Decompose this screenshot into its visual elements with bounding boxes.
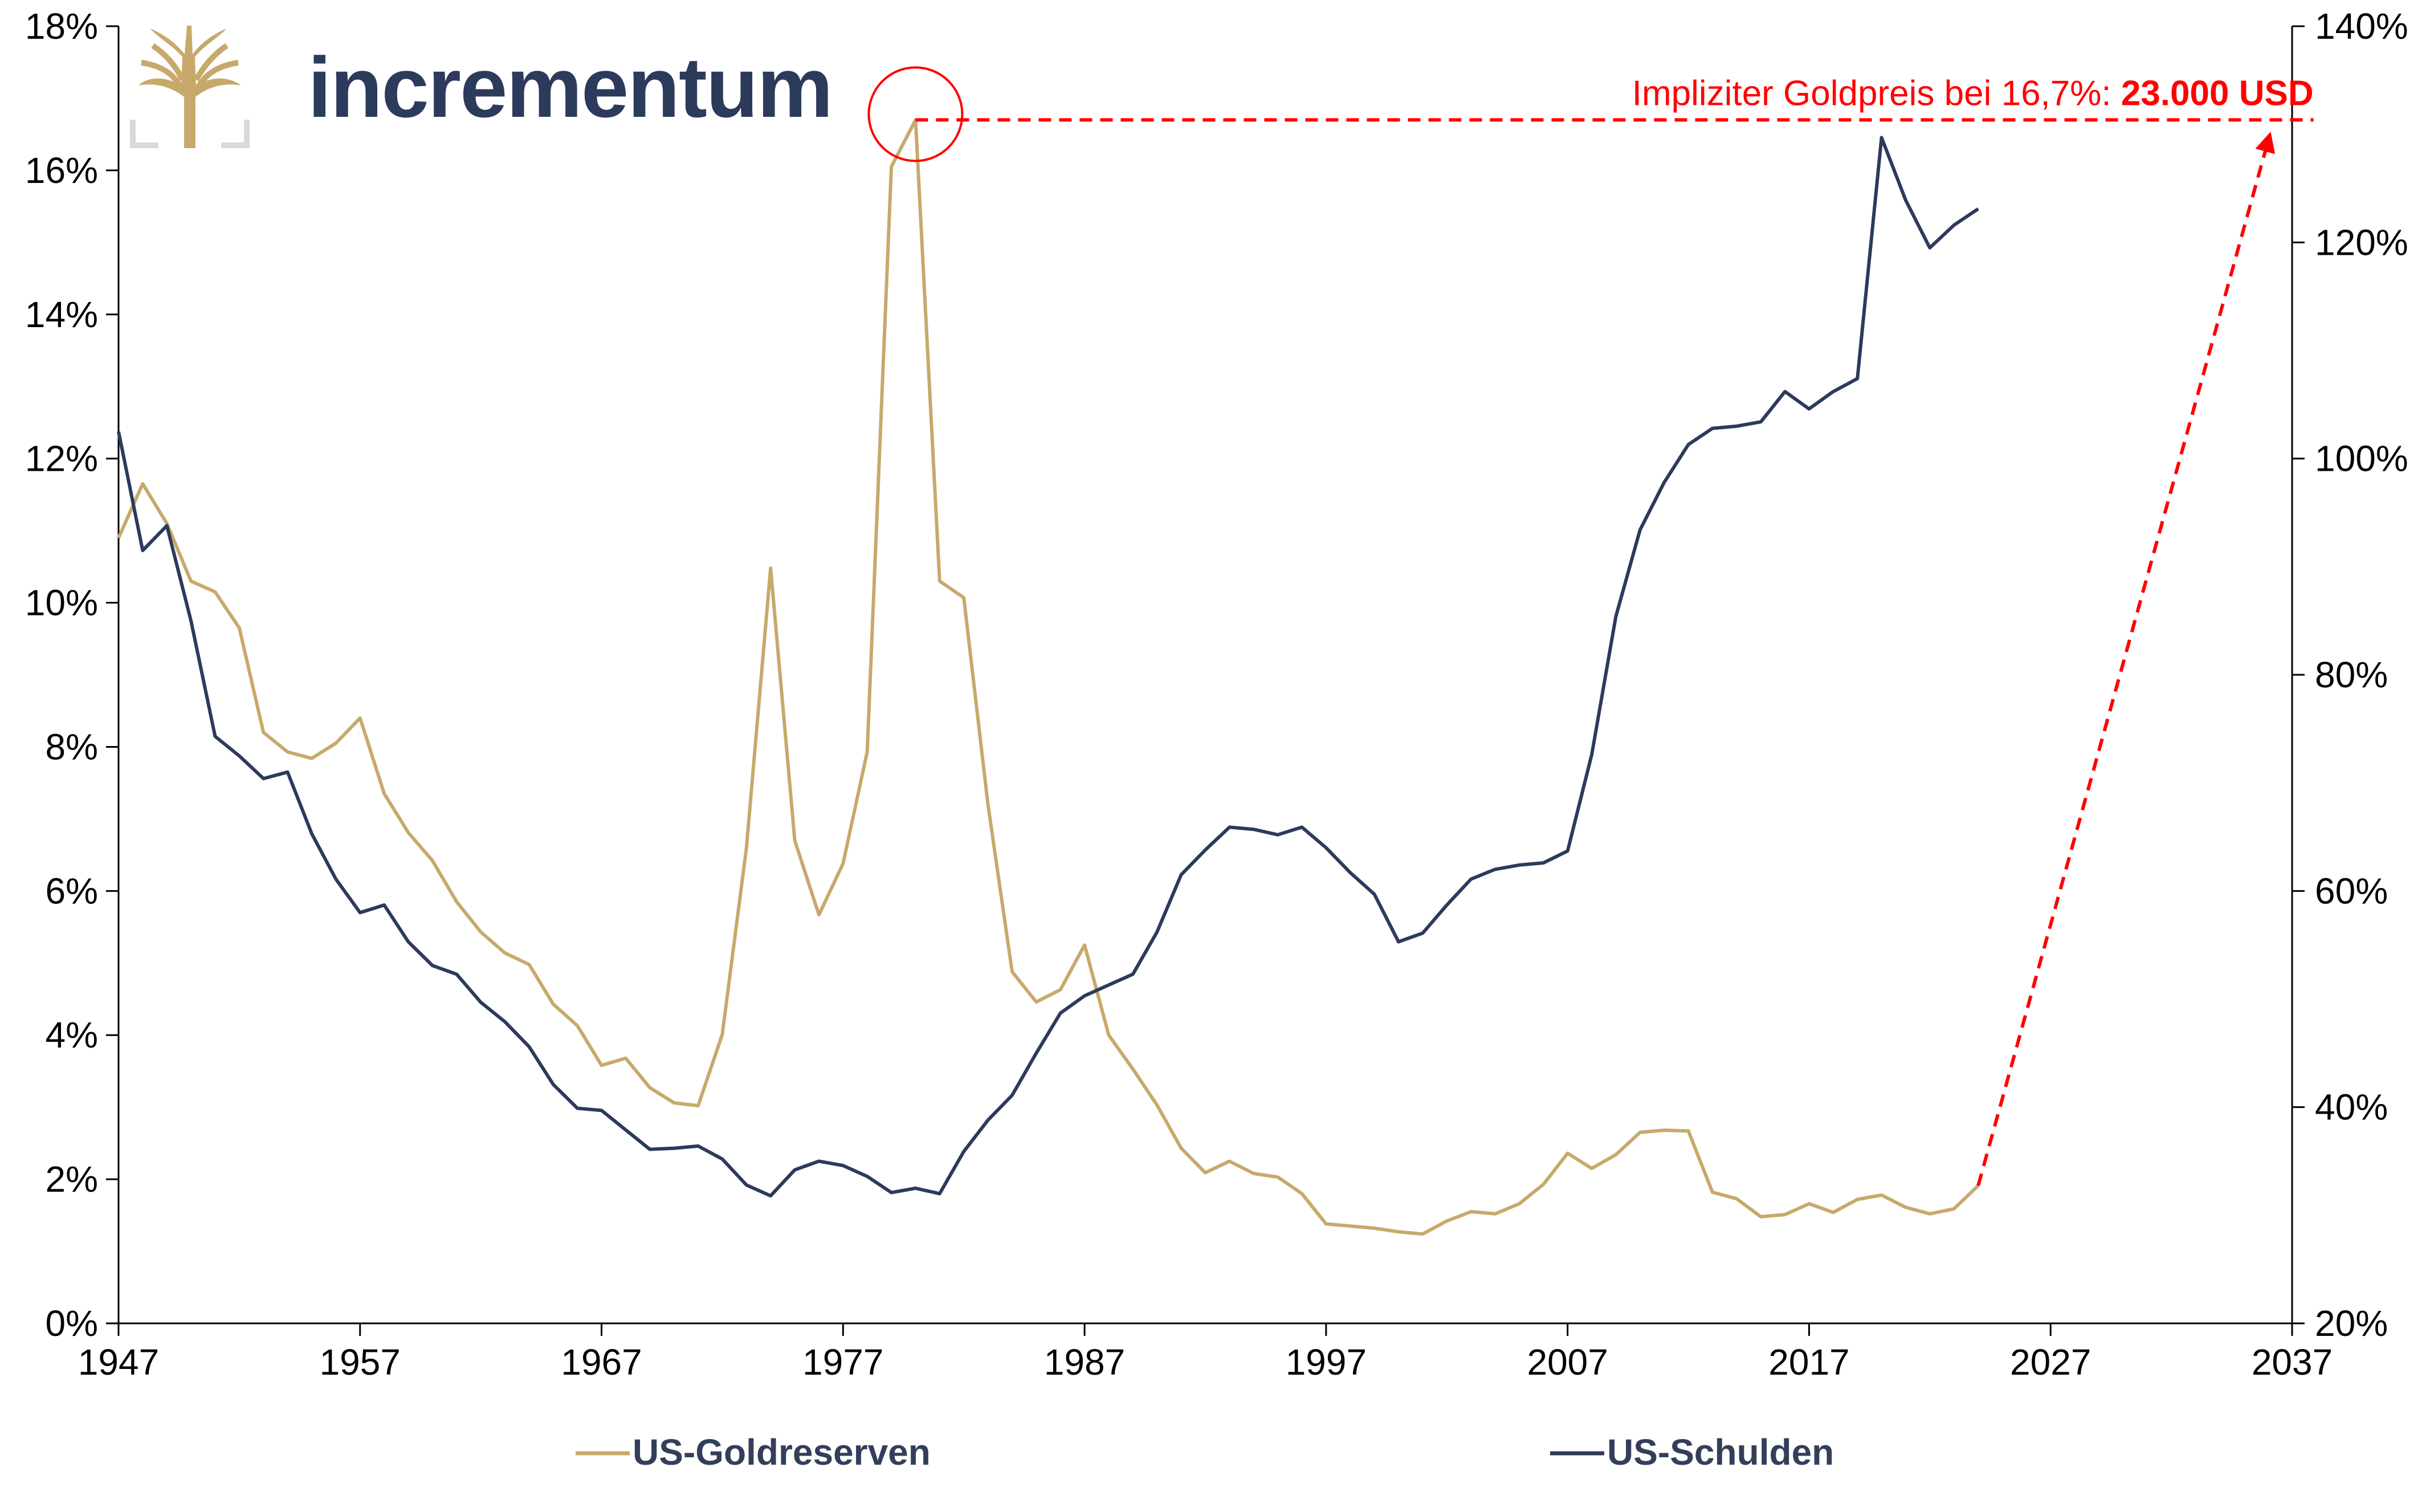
- y-left-tick-label: 2%: [46, 1159, 99, 1200]
- data-point: [794, 1169, 796, 1171]
- y-left-tick-label: 18%: [25, 6, 98, 47]
- data-point: [746, 847, 747, 848]
- data-point: [263, 732, 264, 733]
- data-point: [1664, 482, 1665, 483]
- data-point: [1374, 1228, 1375, 1229]
- x-tick-label: 1987: [1044, 1342, 1125, 1383]
- x-tick-label: 2007: [1527, 1342, 1608, 1383]
- legend: US-Goldreserven US-Schulden: [576, 1432, 1834, 1473]
- brand-name: incrementum: [308, 39, 832, 135]
- data-point: [1253, 829, 1254, 830]
- y-left-tick-label: 4%: [46, 1014, 99, 1055]
- y-left-tick-label: 16%: [25, 150, 98, 191]
- x-tick-label: 1967: [561, 1342, 642, 1383]
- y-left-tick-label: 0%: [46, 1303, 99, 1344]
- brand-logo: incrementum: [130, 26, 833, 148]
- data-point: [432, 965, 433, 966]
- y-right-tick-label: 40%: [2315, 1087, 2388, 1128]
- data-point: [1664, 1130, 1665, 1131]
- data-point: [1760, 1216, 1762, 1217]
- data-point: [1422, 932, 1423, 934]
- data-point: [1857, 378, 1858, 379]
- x-tick-label: 1997: [1286, 1342, 1367, 1383]
- data-point: [1567, 1153, 1568, 1154]
- y-right-tick-label: 20%: [2315, 1303, 2388, 1344]
- axes: 0% 2% 4% 6% 8% 10% 12% 14% 16% 18% 20% 40% 60% 80% 100…: [25, 6, 2408, 1383]
- data-point: [1881, 137, 1882, 138]
- implied-price-label: Impliziter Goldpreis bei 16,7%: 23.000 U…: [1632, 74, 2314, 113]
- data-point: [794, 840, 796, 841]
- data-point: [1905, 1207, 1906, 1208]
- x-tick-label: 2027: [2010, 1342, 2091, 1383]
- data-point: [384, 904, 385, 906]
- data-point: [1108, 1034, 1109, 1036]
- implied-price-value: 23.000 USD: [2121, 74, 2314, 113]
- data-point: [1374, 894, 1375, 895]
- series-us-goldreserven: [117, 118, 1980, 1236]
- data-point: [1132, 973, 1134, 975]
- y-right-tick-label: 120%: [2315, 222, 2408, 263]
- data-point: [384, 793, 385, 794]
- data-point: [1229, 826, 1230, 828]
- data-point: [456, 973, 457, 975]
- data-point: [577, 1025, 578, 1026]
- legend-label: US-Schulden: [1607, 1432, 1834, 1473]
- data-point: [601, 1065, 602, 1066]
- data-point: [1857, 1199, 1858, 1200]
- series-us-schulden: [117, 136, 1979, 1198]
- data-point: [601, 1110, 602, 1111]
- highlight-circle: [867, 66, 964, 162]
- y-left-tick-label: 14%: [25, 294, 98, 335]
- data-point: [408, 832, 409, 833]
- y-left-tick-label: 10%: [25, 582, 98, 623]
- data-point: [166, 525, 168, 526]
- projection-arrow: [1976, 131, 2276, 1187]
- x-tick-label: 1957: [320, 1342, 401, 1383]
- legend-label: US-Goldreserven: [633, 1432, 931, 1473]
- y-right-tick-label: 80%: [2315, 654, 2388, 695]
- data-point: [142, 483, 143, 484]
- data-point: [1905, 199, 1906, 201]
- y-right-tick-label: 100%: [2315, 438, 2408, 479]
- x-tick-label: 2017: [1768, 1342, 1849, 1383]
- series-line: [117, 118, 1980, 1236]
- y-right-tick-label: 60%: [2315, 870, 2388, 911]
- series: [117, 118, 2276, 1236]
- data-point: [166, 523, 168, 524]
- data-point: [142, 550, 143, 551]
- y-right-tick-label: 140%: [2315, 6, 2408, 47]
- x-tick-label: 1947: [78, 1342, 159, 1383]
- legend-item-us-schulden: US-Schulden: [1550, 1432, 1834, 1473]
- projection-line: [1976, 131, 2276, 1187]
- annotations: Impliziter Goldpreis bei 16,7%: 23.000 U…: [867, 66, 2314, 162]
- x-tick-label: 2037: [2252, 1342, 2333, 1383]
- data-point: [1060, 989, 1061, 991]
- y-left-tick-label: 12%: [25, 438, 98, 479]
- data-point: [891, 1192, 892, 1193]
- data-point: [939, 1193, 940, 1194]
- x-tick-label: 1977: [802, 1342, 883, 1383]
- data-point: [1712, 428, 1713, 429]
- legend-item-us-goldreserven: US-Goldreserven: [576, 1432, 931, 1473]
- data-point: [891, 166, 892, 168]
- series-line: [117, 136, 1979, 1198]
- data-point: [1205, 1172, 1206, 1173]
- tree-logo-icon: [130, 26, 250, 148]
- implied-price-text: Impliziter Goldpreis bei 16,7%:: [1632, 74, 2121, 113]
- y-left-tick-label: 8%: [46, 726, 99, 767]
- data-point: [1446, 904, 1448, 906]
- y-left-tick-label: 6%: [46, 870, 99, 911]
